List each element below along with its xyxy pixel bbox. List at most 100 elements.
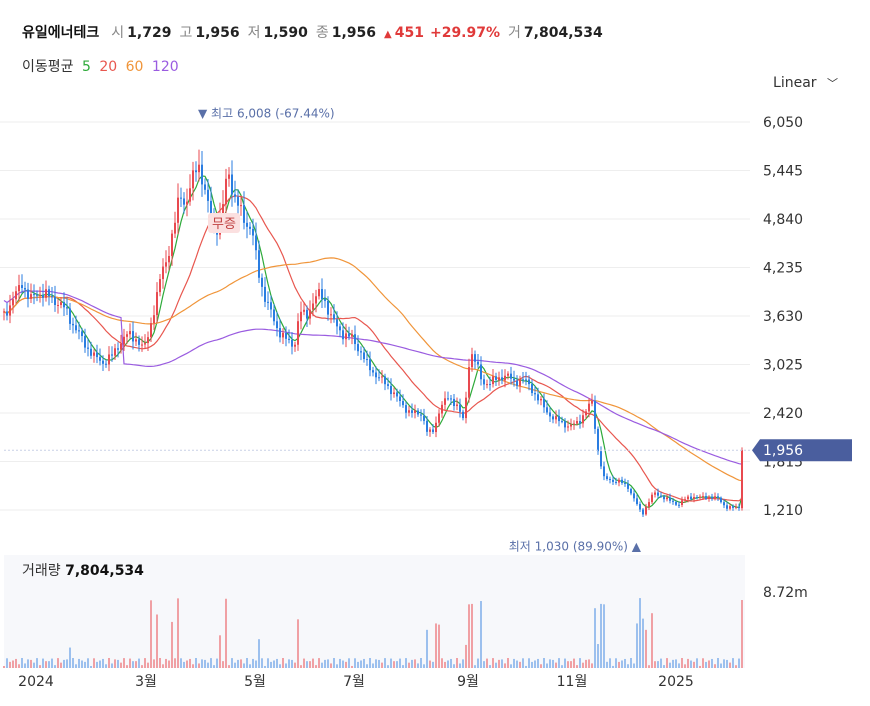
candle-body [603,466,605,477]
candle-body [66,307,68,309]
candle-body [78,330,80,332]
halt-label: 무증 [212,217,236,232]
volume-bar [741,600,743,668]
candle-body [342,330,344,340]
volume-bar [555,662,557,668]
candle-body [210,200,212,219]
volume-title-label: 거래량 [22,563,61,579]
volume-bar [450,658,452,668]
volume-bar [399,658,401,668]
volume-bar [483,661,485,668]
candle-body [711,496,713,499]
ma-60-label[interactable]: 60 [125,59,144,75]
candle-body [126,334,128,337]
candle-body [567,426,569,428]
volume-bar [375,659,377,668]
candle-body [645,506,647,515]
volume-bar [36,658,38,668]
ma-5-label[interactable]: 5 [81,59,91,75]
candle-body [414,410,416,413]
candle-body [366,359,368,361]
candle-body [90,348,92,356]
volume-bar [699,665,701,668]
volume-bar [9,661,11,668]
ma-legend[interactable]: 이동평균 5 20 60 120 [22,56,183,76]
candle-body [249,226,251,229]
candle-body [678,504,680,506]
volume-bar [237,659,239,668]
volume-bar [90,665,92,668]
volume-bar [609,658,611,668]
candle-body [3,311,5,313]
ma-20-label[interactable]: 20 [99,59,118,75]
candle-body [87,347,89,349]
volume-bar [150,600,152,668]
candle-body [282,332,284,338]
candle-body [300,311,302,322]
candle-body [276,321,278,329]
candle-body [6,311,8,316]
candle-body [84,336,86,348]
volume-bar [477,658,479,668]
volume-bar [273,660,275,668]
candle-body [60,302,62,305]
candle-body [255,235,257,251]
candle-body [597,428,599,452]
volume-bar [657,661,659,668]
candle-body [402,401,404,406]
candle-body [660,495,662,497]
volume-bar [156,614,158,668]
volume-bar [84,661,86,668]
volume-bar [243,663,245,668]
volume-bar [129,658,131,668]
low-value: 1,590 [263,25,308,41]
x-tick-label: 7월 [343,674,365,690]
volume-bar [111,663,113,668]
volume-bar [705,661,707,668]
volume-bar [693,661,695,668]
candle-body [633,493,635,499]
volume-bar [153,659,155,668]
candle-body [96,352,98,358]
candle-body [663,496,665,500]
scale-toggle[interactable]: Linear ﹀ [773,75,838,91]
candle-body [315,296,317,304]
volume-bar [276,658,278,668]
volume-bar [135,661,137,668]
candle-body [174,222,176,234]
candle-body [69,308,71,324]
candle-body [738,506,740,509]
volume-bar [39,665,41,668]
candle-body [15,291,17,300]
volume-bar [69,647,71,668]
low-annotation: 최저 1,030 (89.90%) ▲ [509,539,642,553]
volume-bar [636,623,638,668]
candle-body [591,400,593,404]
candle-body [648,502,650,507]
candle-body [75,325,77,331]
candle-body [726,505,728,509]
candle-body [303,309,305,312]
candle-body [12,299,14,306]
candle-body [504,375,506,381]
candle-body [309,309,311,319]
volume-title-value: 7,804,534 [65,563,144,579]
volume-bar [225,598,227,668]
ma-120-label[interactable]: 120 [151,59,179,75]
volume-bar [60,662,62,668]
y-tick-label: 1,210 [763,503,803,519]
candle-body [417,410,419,415]
volume-bar [27,659,29,668]
x-tick-label: 2024 [18,674,54,690]
candle-body [555,416,557,420]
volume-bar [282,658,284,668]
volume-bar [99,660,101,668]
candle-body [546,407,548,413]
candle-body [465,397,467,419]
candle-body [621,479,623,483]
volume-bar [96,661,98,668]
candle-body [423,415,425,421]
candle-body [690,496,692,500]
volume-bar [207,662,209,668]
